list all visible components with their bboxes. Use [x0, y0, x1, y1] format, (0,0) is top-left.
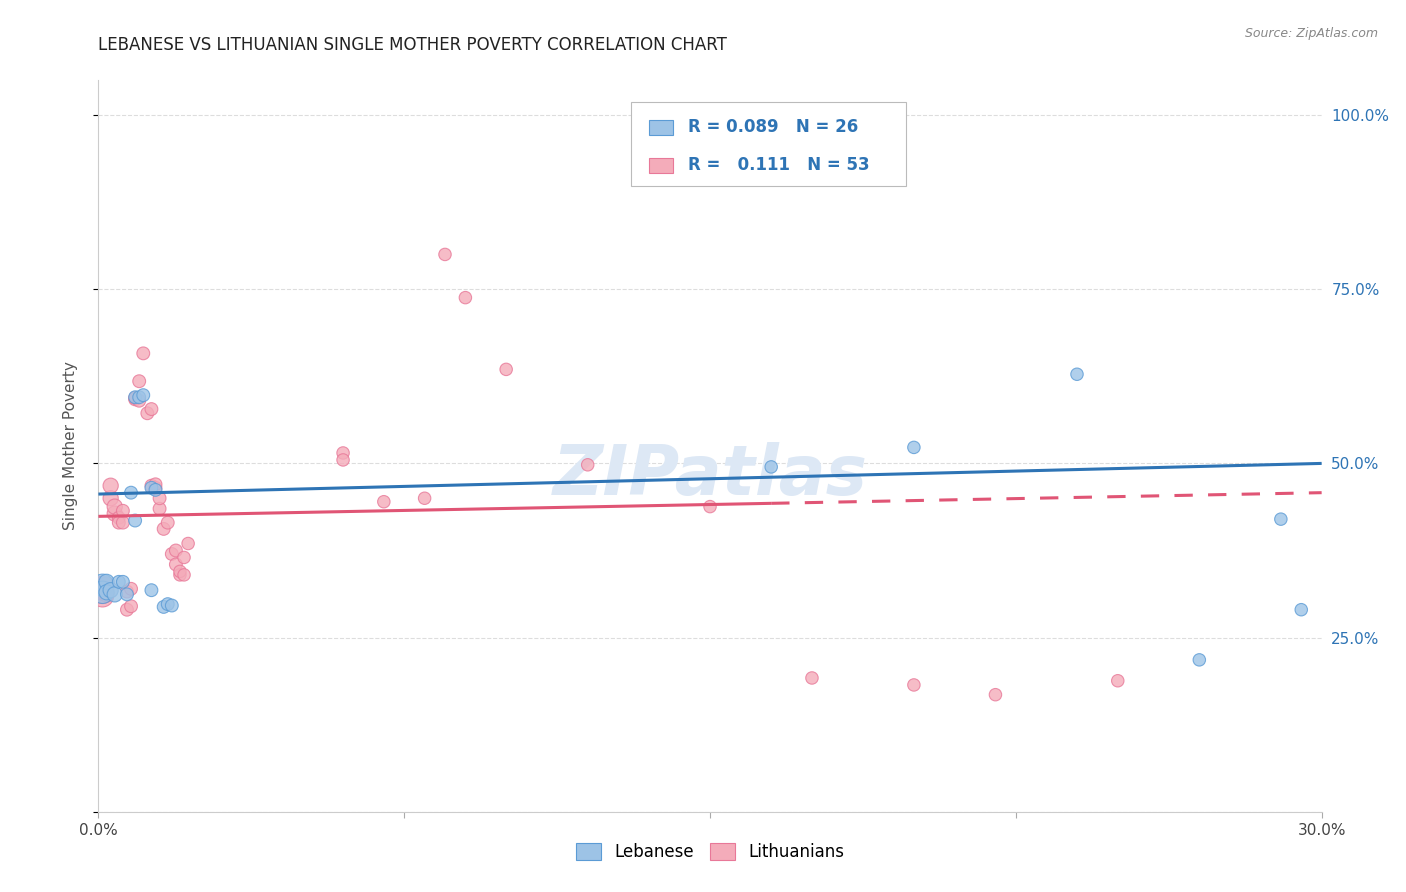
Lithuanians: [115, 603, 138, 617]
Lithuanians: [136, 406, 159, 420]
Lithuanians: [173, 567, 195, 582]
Lithuanians: [454, 291, 477, 305]
Lithuanians: [332, 453, 354, 467]
Lithuanians: [120, 582, 142, 596]
Lithuanians: [149, 491, 172, 506]
Lithuanians: [100, 479, 122, 493]
Lithuanians: [132, 346, 155, 360]
Text: Source: ZipAtlas.com: Source: ZipAtlas.com: [1244, 27, 1378, 40]
Lithuanians: [100, 491, 122, 506]
Lithuanians: [128, 374, 150, 388]
Lithuanians: [120, 599, 142, 614]
Lebanese: [96, 574, 118, 589]
Lithuanians: [145, 481, 167, 495]
Lithuanians: [434, 247, 457, 261]
Lithuanians: [1107, 673, 1129, 688]
Lebanese: [145, 483, 167, 497]
Lithuanians: [115, 584, 138, 599]
Lebanese: [141, 481, 163, 495]
Text: ZIPatlas: ZIPatlas: [553, 442, 868, 508]
Lithuanians: [145, 477, 167, 491]
Text: R =   0.111   N = 53: R = 0.111 N = 53: [688, 156, 870, 174]
Y-axis label: Single Mother Poverty: Single Mother Poverty: [63, 361, 77, 531]
Lebanese: [91, 578, 114, 592]
Lithuanians: [984, 688, 1007, 702]
Lithuanians: [169, 567, 191, 582]
Lebanese: [91, 585, 114, 599]
Lithuanians: [149, 501, 172, 516]
Lebanese: [1066, 368, 1088, 382]
Lebanese: [104, 587, 127, 601]
Lithuanians: [96, 587, 118, 601]
Lebanese: [141, 583, 163, 598]
Lebanese: [156, 597, 179, 611]
Lithuanians: [160, 547, 183, 561]
Lebanese: [160, 599, 183, 613]
Lebanese: [1291, 603, 1313, 617]
Lithuanians: [91, 581, 114, 595]
Text: R = 0.089   N = 26: R = 0.089 N = 26: [688, 119, 858, 136]
FancyBboxPatch shape: [630, 103, 905, 186]
Lithuanians: [124, 391, 146, 405]
FancyBboxPatch shape: [650, 158, 673, 173]
Lebanese: [96, 585, 118, 599]
Lithuanians: [108, 516, 131, 530]
Lebanese: [761, 459, 783, 474]
Lithuanians: [141, 479, 163, 493]
Lithuanians: [177, 536, 200, 550]
Lithuanians: [91, 585, 114, 599]
Lithuanians: [332, 446, 354, 460]
Lebanese: [111, 574, 134, 589]
Lithuanians: [156, 516, 179, 530]
Lithuanians: [801, 671, 824, 685]
Lithuanians: [91, 589, 114, 603]
Lebanese: [128, 390, 150, 404]
Lebanese: [1188, 653, 1211, 667]
Lithuanians: [104, 507, 127, 521]
Lebanese: [120, 485, 142, 500]
Lithuanians: [124, 392, 146, 407]
Lithuanians: [165, 543, 187, 558]
Lithuanians: [903, 678, 925, 692]
Lebanese: [115, 587, 138, 601]
Lithuanians: [141, 402, 163, 417]
Lithuanians: [152, 522, 174, 536]
Lithuanians: [173, 550, 195, 565]
Lithuanians: [169, 565, 191, 579]
Lebanese: [100, 583, 122, 598]
Lebanese: [903, 441, 925, 455]
Lithuanians: [91, 582, 114, 596]
Lithuanians: [413, 491, 436, 506]
Text: LEBANESE VS LITHUANIAN SINGLE MOTHER POVERTY CORRELATION CHART: LEBANESE VS LITHUANIAN SINGLE MOTHER POV…: [98, 36, 727, 54]
Lithuanians: [111, 516, 134, 530]
Lithuanians: [111, 504, 134, 518]
Lithuanians: [699, 500, 721, 514]
Legend: Lebanese, Lithuanians: Lebanese, Lithuanians: [567, 834, 853, 869]
Lithuanians: [576, 458, 599, 472]
Lebanese: [132, 388, 155, 402]
Lebanese: [108, 574, 131, 589]
Lebanese: [124, 390, 146, 404]
Lebanese: [152, 599, 174, 614]
Lithuanians: [96, 577, 118, 591]
Lebanese: [124, 514, 146, 528]
Lithuanians: [165, 558, 187, 572]
Lithuanians: [108, 510, 131, 524]
Lebanese: [1270, 512, 1292, 526]
Lithuanians: [373, 494, 395, 508]
Lithuanians: [495, 362, 517, 376]
Lithuanians: [104, 500, 127, 514]
Lithuanians: [128, 393, 150, 408]
FancyBboxPatch shape: [650, 120, 673, 135]
